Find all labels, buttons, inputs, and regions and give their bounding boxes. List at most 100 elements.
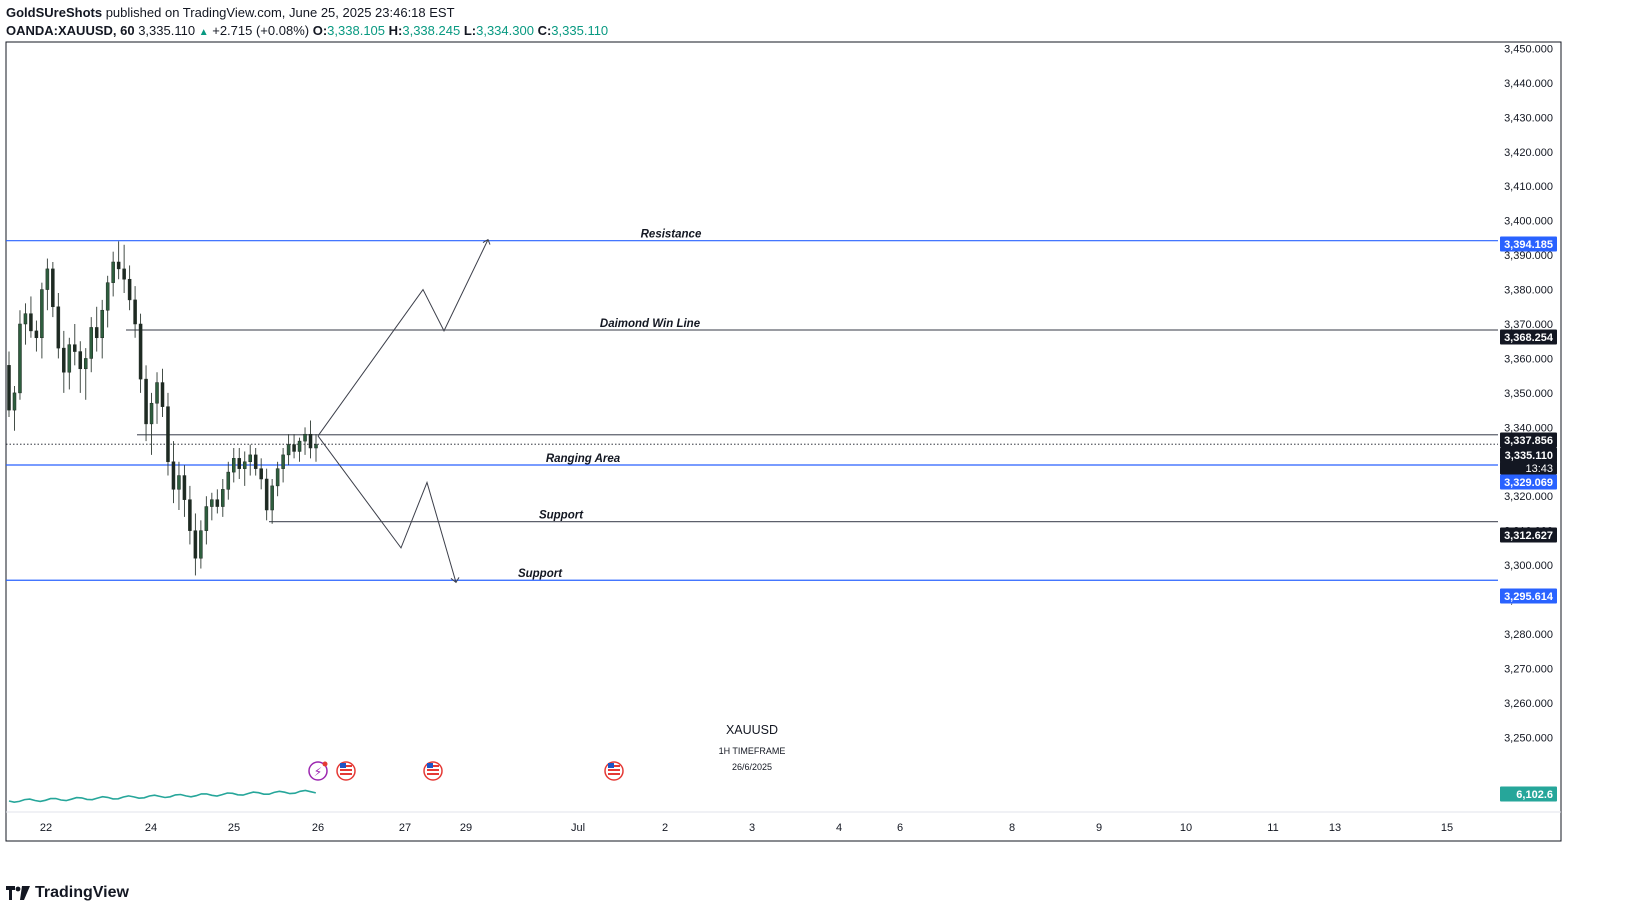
flag-stripe: [340, 769, 352, 771]
candle-body: [177, 475, 181, 490]
candle-body: [193, 530, 198, 559]
y-tick-label: 3,420.000: [1504, 147, 1553, 159]
candle-body: [122, 268, 126, 280]
x-tick-label: 22: [40, 822, 52, 834]
y-tick-label: 3,440.000: [1504, 78, 1553, 90]
low-label: L:: [463, 23, 477, 38]
candle-body: [221, 489, 225, 507]
candle-body: [264, 478, 269, 511]
price-tag: [1500, 527, 1557, 543]
level-label-ranging-area: Ranging Area: [546, 453, 621, 465]
annotation-timeframe: 1H TIMEFRAME: [719, 746, 786, 756]
x-tick-label: 9: [1096, 822, 1102, 834]
candle-body: [45, 268, 50, 290]
candle-body: [73, 344, 77, 352]
y-tick-label: 3,370.000: [1504, 319, 1553, 331]
candle-body: [215, 499, 220, 507]
close-value: 3,335.110: [551, 23, 609, 38]
price-tag: [1500, 329, 1557, 345]
flag-canton: [427, 763, 433, 768]
candle-body: [275, 468, 280, 487]
price-tag: [1500, 461, 1557, 475]
candle-body: [281, 454, 285, 469]
low-value: 3,334.300: [476, 23, 534, 38]
y-tick-label: 3,430.000: [1504, 112, 1553, 124]
flag-stripe: [608, 769, 620, 771]
last-price: 3,335.110: [138, 23, 196, 38]
annotation-date: 26/6/2025: [732, 762, 772, 772]
y-tick-label: 3,380.000: [1504, 285, 1553, 297]
level-label-daimond-win-line: Daimond Win Line: [600, 318, 701, 330]
level-label-resistance: Resistance: [641, 229, 702, 241]
candle-body: [149, 402, 154, 425]
x-tick-label: 10: [1180, 822, 1192, 834]
up-triangle-icon: ▲: [198, 27, 209, 38]
x-tick-label: 25: [228, 822, 240, 834]
symbol-label[interactable]: OANDA:XAUUSD, 60: [6, 23, 135, 38]
x-tick-label: 3: [749, 822, 755, 834]
x-tick-label: 2: [662, 822, 668, 834]
candle-body: [105, 282, 110, 311]
candle-body: [237, 458, 242, 469]
candle-body: [155, 382, 159, 404]
candle-body: [67, 344, 72, 373]
candle-body: [226, 471, 231, 490]
candle-body: [171, 461, 176, 490]
price-tag-label: 3,394.185: [1504, 239, 1553, 251]
candle-body: [166, 406, 170, 463]
candle-body: [144, 378, 148, 425]
lightning-event-icon[interactable]: [308, 761, 328, 781]
tradingview-logo[interactable]: TradingView: [6, 884, 129, 902]
candle-body: [303, 433, 307, 442]
level-label-support-2: Support: [518, 568, 563, 580]
y-tick-label: 3,280.000: [1504, 629, 1553, 641]
price-chart[interactable]: 3,250.000 3,260.000 3,270.000 3,280.000 3,29…: [0, 0, 1628, 880]
bullish-projection-path[interactable]: [317, 239, 489, 437]
y-tick-label: 3,270.000: [1504, 663, 1553, 675]
y-tick-label: 3,320.000: [1504, 491, 1553, 503]
price-tag: [1500, 474, 1557, 490]
candle-body: [89, 327, 93, 359]
candle-body: [40, 289, 44, 339]
price-tag: [1500, 786, 1557, 802]
author-name[interactable]: GoldSUreShots: [6, 5, 103, 20]
close-label: C:: [537, 23, 552, 38]
x-tick-label: 8: [1009, 822, 1015, 834]
bullish-arrow-head-icon: [482, 238, 491, 245]
x-tick-label: 29: [460, 822, 472, 834]
chart-frame: [5, 41, 1562, 842]
candle-body: [210, 499, 214, 507]
tradingview-logo-icon: [6, 886, 30, 900]
candle-body: [232, 458, 236, 473]
candle-body: [133, 299, 137, 325]
level-label-support: Support: [539, 510, 584, 522]
candle-body: [286, 444, 291, 456]
flag-stripe: [427, 769, 439, 771]
price-tag-label: 3,295.614: [1504, 591, 1554, 603]
candle-body: [111, 261, 115, 283]
candle-body: [51, 268, 55, 308]
bearish-projection-path[interactable]: [317, 435, 457, 583]
y-tick-label: 3,410.000: [1504, 181, 1553, 193]
candle-body: [188, 499, 192, 531]
candle-body: [100, 309, 104, 339]
flag-stripe: [608, 773, 620, 775]
x-tick-label: 13: [1329, 822, 1341, 834]
candle-body: [248, 454, 252, 463]
candle-body: [127, 278, 132, 301]
candle-body: [34, 330, 39, 339]
price-tag-label: 3,329.069: [1504, 477, 1553, 489]
candle-body: [78, 351, 83, 370]
candle-body: [138, 323, 143, 380]
candle-body: [259, 468, 263, 480]
tradingview-brand: TradingView: [35, 884, 129, 901]
ohlc-legend: OANDA:XAUUSD, 60 3,335.110 ▲ +2.715 (+0.…: [6, 22, 608, 42]
candle-body: [160, 382, 165, 407]
high-label: H:: [388, 23, 403, 38]
candle-body: [18, 323, 22, 394]
lightning-glyph: ⚡: [314, 765, 322, 779]
flag-stripe: [427, 773, 439, 775]
x-tick-label: 4: [836, 822, 842, 834]
y-tick-label: 3,250.000: [1504, 732, 1553, 744]
x-tick-label: 15: [1441, 822, 1453, 834]
